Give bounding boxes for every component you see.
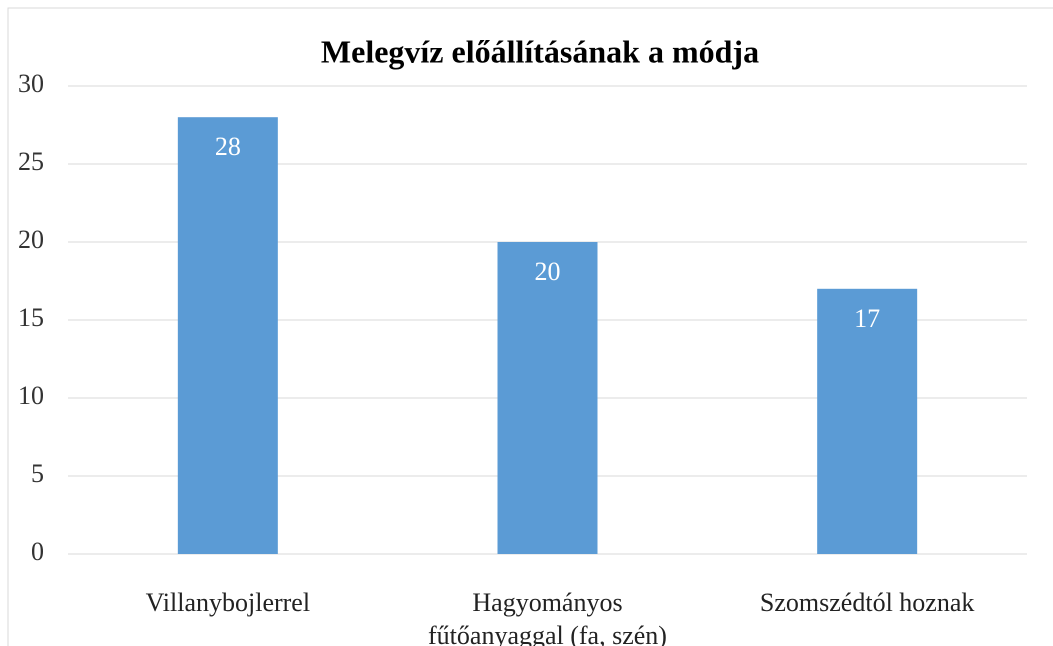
y-tick-label: 25 <box>18 147 44 176</box>
data-label: 17 <box>854 304 880 333</box>
x-tick-label: Szomszédtól hoznak <box>759 588 975 617</box>
y-tick-label: 5 <box>31 459 44 488</box>
x-tick-label: Hagyományos fűtőanyaggal (fa, szén) <box>428 588 667 646</box>
y-tick-label: 15 <box>18 303 44 332</box>
chart-border <box>7 7 1053 646</box>
x-tick-label: Villanybojlerrel <box>145 588 311 617</box>
y-tick-label: 10 <box>18 381 44 410</box>
bar <box>177 117 278 554</box>
y-tick-label: 0 <box>31 537 44 566</box>
data-label: 20 <box>535 257 561 286</box>
data-label: 28 <box>215 132 241 161</box>
bar <box>817 288 918 554</box>
y-tick-label: 30 <box>18 69 44 98</box>
chart-title: Melegvíz előállításának a módja <box>321 33 759 69</box>
y-tick-label: 20 <box>18 225 44 254</box>
bar <box>497 242 598 554</box>
